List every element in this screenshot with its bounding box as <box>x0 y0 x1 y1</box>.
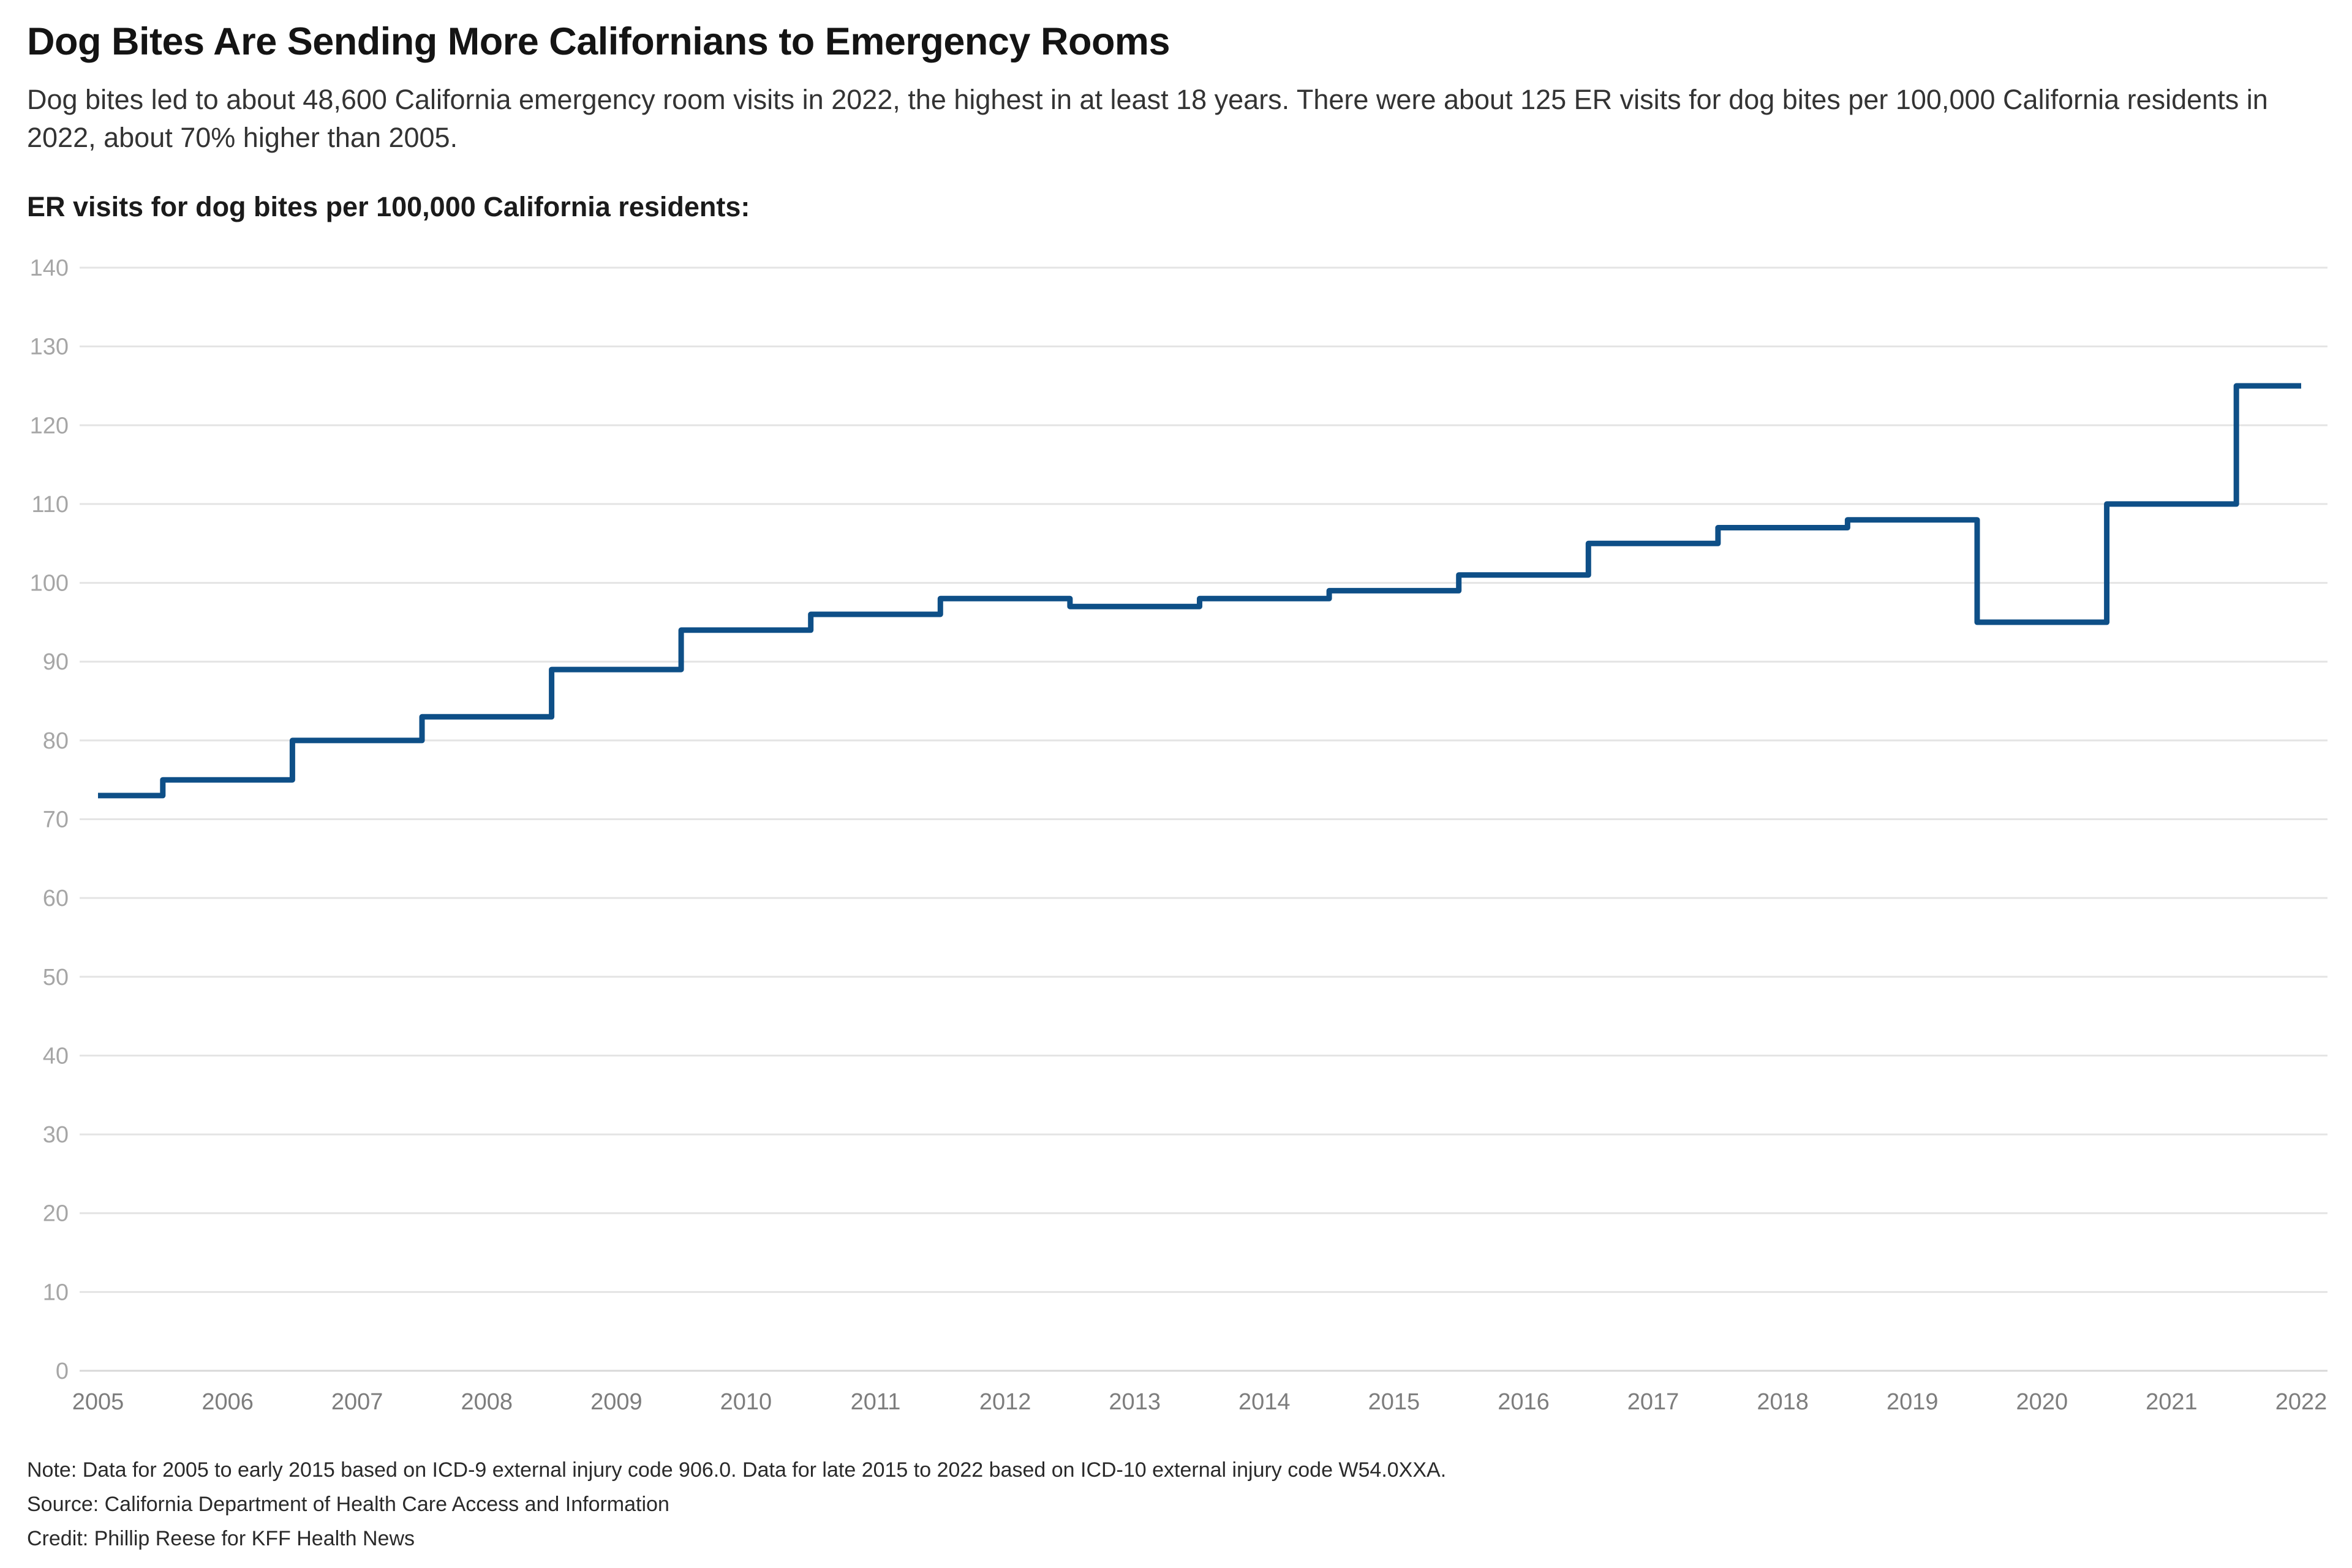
y-axis-label: 110 <box>31 492 69 518</box>
x-axis-label: 2018 <box>1757 1389 1809 1415</box>
y-axis-label: 140 <box>30 255 69 281</box>
chart-heading: ER visits for dog bites per 100,000 Cali… <box>27 191 750 222</box>
x-axis-label: 2022 <box>2275 1389 2328 1415</box>
y-axis-label: 120 <box>30 413 69 439</box>
x-axis-label: 2021 <box>2146 1389 2198 1415</box>
x-axis-label: 2006 <box>202 1389 254 1415</box>
x-axis-label: 2017 <box>1627 1389 1679 1415</box>
x-axis-label: 2015 <box>1368 1389 1420 1415</box>
y-axis-label: 10 <box>43 1280 69 1305</box>
y-axis-label: 80 <box>43 728 69 754</box>
y-axis-label: 20 <box>43 1201 69 1227</box>
y-axis-label: 60 <box>43 886 69 911</box>
chart-footer: Note: Data for 2005 to early 2015 based … <box>27 1453 2312 1556</box>
y-axis-label: 100 <box>30 571 69 597</box>
x-axis-label: 2013 <box>1109 1389 1161 1415</box>
y-axis-label: 40 <box>43 1043 69 1069</box>
x-axis-label: 2005 <box>72 1389 124 1415</box>
x-axis-label: 2019 <box>1887 1389 1939 1415</box>
x-axis-label: 2007 <box>331 1389 383 1415</box>
chart-credit: Credit: Phillip Reese for KFF Health New… <box>27 1527 415 1550</box>
y-axis-label: 30 <box>43 1122 69 1148</box>
y-axis-label: 130 <box>30 334 69 360</box>
x-axis-label: 2008 <box>461 1389 513 1415</box>
x-axis-label: 2011 <box>851 1389 901 1415</box>
page-title: Dog Bites Are Sending More Californians … <box>27 20 1170 63</box>
x-axis-label: 2016 <box>1498 1389 1550 1415</box>
chart-source: Source: California Department of Health … <box>27 1493 669 1516</box>
er-visits-step-line <box>98 383 2301 799</box>
y-axis-label: 50 <box>43 965 69 990</box>
x-axis-label: 2014 <box>1238 1389 1291 1415</box>
x-axis-label: 2009 <box>590 1389 643 1415</box>
chart-note: Note: Data for 2005 to early 2015 based … <box>27 1458 1447 1482</box>
y-axis-label: 90 <box>43 649 69 675</box>
chart-subtitle: Dog bites led to about 48,600 California… <box>27 84 2268 153</box>
x-axis-label: 2010 <box>720 1389 772 1415</box>
y-axis-label: 70 <box>43 807 69 833</box>
x-axis-label: 2020 <box>2016 1389 2068 1415</box>
y-axis-label: 0 <box>56 1359 69 1384</box>
x-axis-label: 2012 <box>979 1389 1031 1415</box>
